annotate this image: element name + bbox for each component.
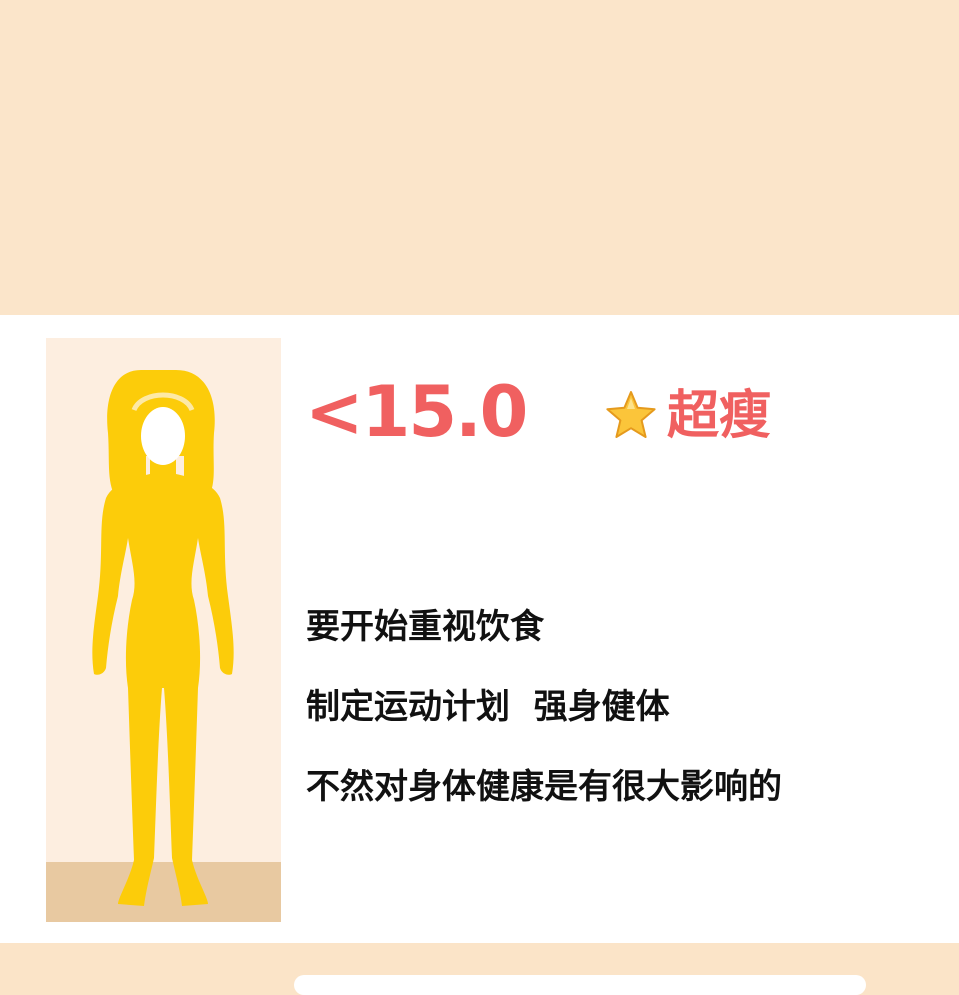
- body-figure-panel: [46, 338, 281, 922]
- female-silhouette-icon: [92, 370, 234, 906]
- advice-line: 要开始重视饮食: [306, 607, 544, 647]
- advice-line: 不然对身体健康是有很大影响的: [306, 767, 782, 807]
- bmi-range-value: <15.0: [305, 371, 528, 453]
- star-icon: [606, 391, 656, 438]
- category-badge: 超瘦: [603, 386, 771, 446]
- advice-text: 要开始重视饮食 制定运动计划 强身健体 不然对身体健康是有很大影响的: [306, 587, 782, 827]
- next-card-edge: [294, 975, 866, 995]
- advice-line: 制定运动计划 强身健体: [306, 687, 670, 727]
- category-label: 超瘦: [667, 386, 772, 446]
- bmi-category-card: <15.0 超瘦 要开始重视饮食 制定运动计划 强身健体 不然对身体健康是有很大…: [0, 315, 959, 943]
- floor: [46, 862, 281, 922]
- top-banner-background: [0, 0, 959, 315]
